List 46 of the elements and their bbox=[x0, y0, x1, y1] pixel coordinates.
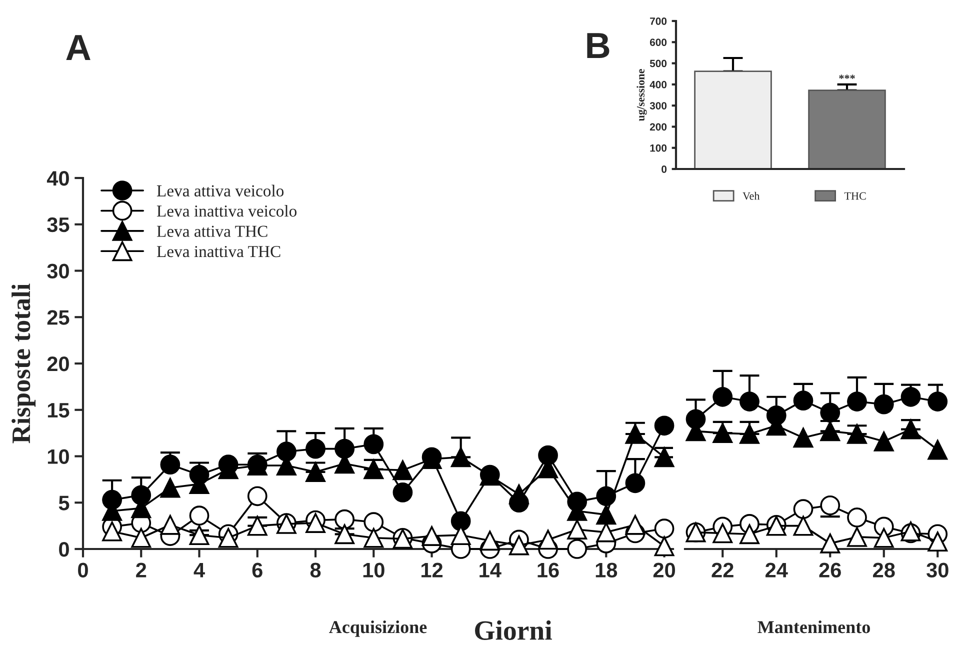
x-tick-label: 22 bbox=[712, 562, 734, 578]
legend-label: Leva attiva veicolo bbox=[156, 184, 284, 196]
y-tick-label: 15 bbox=[48, 403, 70, 418]
y-axis-title: ug/sessione bbox=[636, 69, 647, 122]
legend-label: Leva attiva THC bbox=[156, 226, 268, 237]
y-tick-label: 5 bbox=[58, 496, 70, 510]
y-tick-label: 20 bbox=[47, 356, 69, 372]
x-axis-title: Acquisizione bbox=[329, 620, 427, 637]
y-tick-label: 500 bbox=[650, 60, 667, 68]
legend-label: Leva inattiva veicolo bbox=[156, 204, 297, 217]
y-tick-label: 200 bbox=[650, 123, 667, 131]
y-tick-label: 600 bbox=[650, 38, 667, 46]
y-tick-label: 40 bbox=[46, 171, 69, 186]
chart-title: B bbox=[587, 33, 610, 58]
x-tick-label: 30 bbox=[926, 562, 948, 578]
legend-label: Leva inattiva THC bbox=[156, 246, 280, 258]
x-tick-label: 24 bbox=[766, 562, 788, 578]
x-tick-label: 2 bbox=[136, 562, 146, 578]
text: Giorni bbox=[475, 620, 552, 640]
x-tick-label: 4 bbox=[194, 562, 205, 578]
y-tick-label: 0 bbox=[59, 542, 69, 557]
legend-label: Veh bbox=[742, 192, 760, 200]
y-tick-label: 300 bbox=[650, 102, 667, 110]
chart-title: A bbox=[66, 35, 90, 60]
x-tick-label: 18 bbox=[596, 562, 618, 578]
x-tick-label: 0 bbox=[78, 562, 88, 578]
y-tick-label: 400 bbox=[650, 80, 667, 88]
legend-label: THC bbox=[844, 192, 866, 200]
x-tick-label: 6 bbox=[252, 562, 262, 578]
y-tick-label: 35 bbox=[47, 217, 70, 232]
x-tick-label: 8 bbox=[310, 562, 321, 578]
x-axis-title: Mantenimento bbox=[758, 620, 870, 634]
x-tick-label: 16 bbox=[538, 562, 559, 578]
annotation: *** bbox=[839, 74, 855, 79]
x-tick-label: 12 bbox=[421, 562, 443, 578]
y-tick-label: 30 bbox=[47, 264, 69, 279]
x-tick-label: 14 bbox=[480, 562, 502, 578]
y-tick-label: 700 bbox=[650, 18, 667, 25]
y-tick-label: 25 bbox=[47, 310, 70, 325]
x-tick-label: 26 bbox=[819, 562, 841, 578]
y-axis-title: Risposte totali bbox=[12, 284, 36, 444]
x-tick-label: 10 bbox=[363, 562, 384, 578]
y-tick-label: 10 bbox=[48, 449, 69, 464]
x-tick-label: 28 bbox=[873, 562, 895, 578]
y-tick-label: 0 bbox=[662, 166, 667, 173]
y-tick-label: 100 bbox=[650, 144, 667, 152]
